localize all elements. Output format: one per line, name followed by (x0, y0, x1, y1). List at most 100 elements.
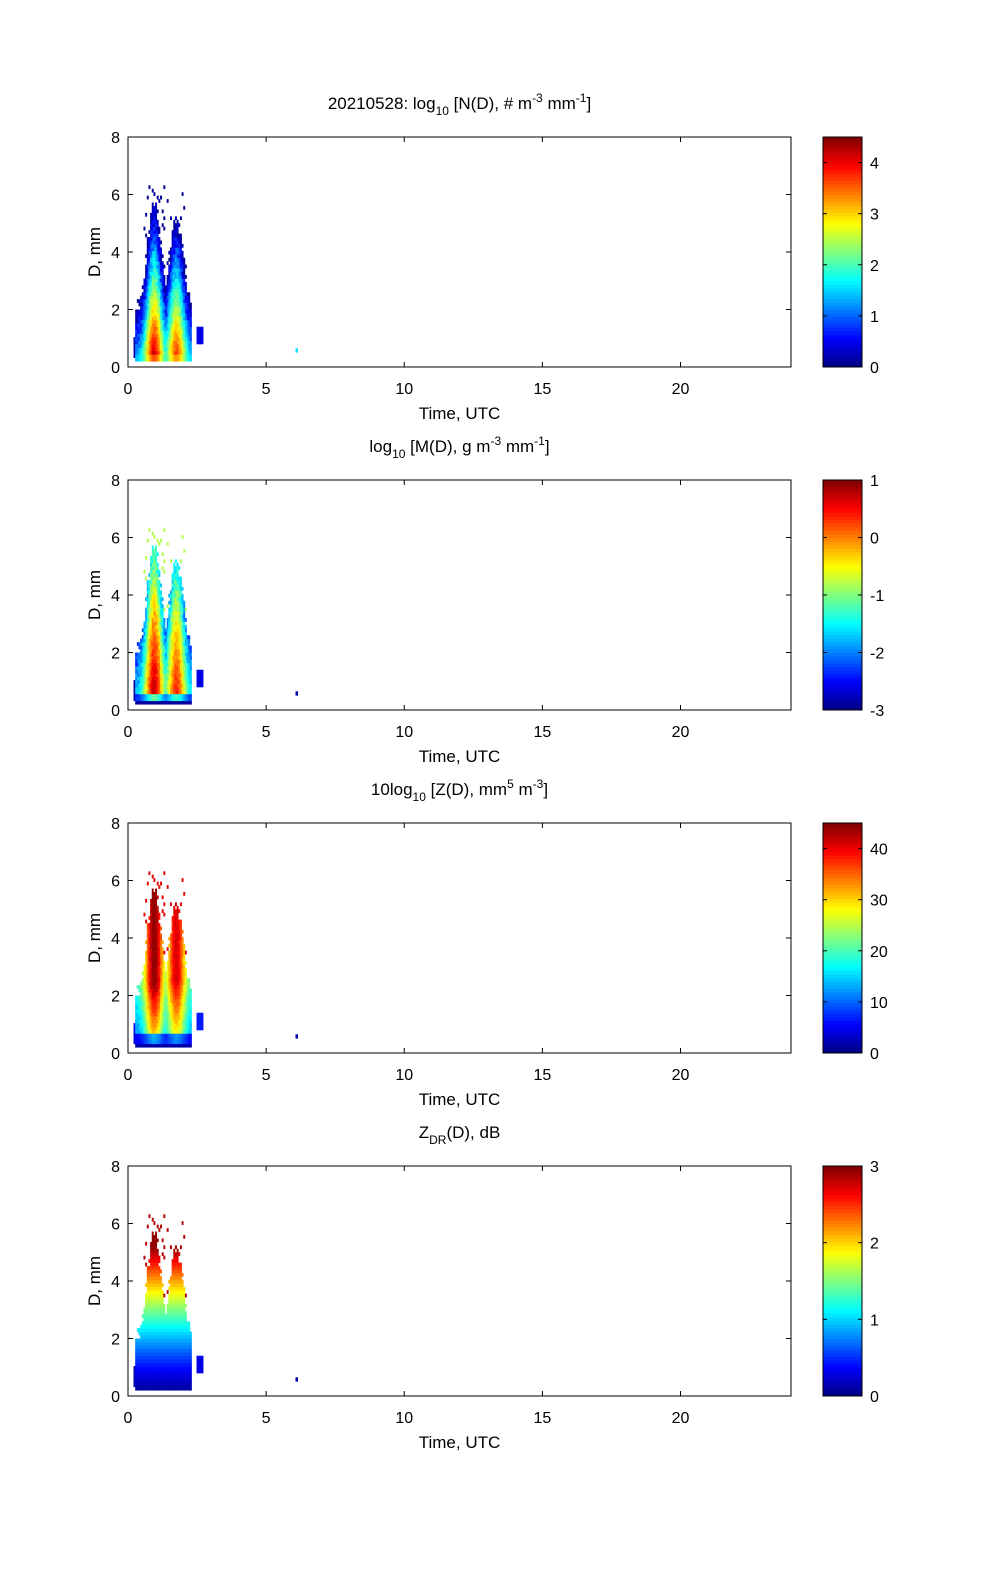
colorbar-segment (823, 702, 862, 707)
heatmap-cell (158, 1283, 161, 1288)
heatmap-cell (165, 1355, 167, 1360)
heatmap-cell (176, 1328, 179, 1332)
heatmap-cell (156, 683, 159, 688)
panel-1: 20210528: log10 [N(D), # m-3 mm-1]0 5 10 15… (85, 91, 879, 423)
heatmap-cell (178, 354, 181, 359)
heatmap-cell (146, 1376, 149, 1381)
heatmap-cell (158, 1310, 161, 1315)
heatmap-cell (140, 981, 143, 986)
heatmap-cell (188, 1376, 191, 1381)
heatmap-cell (155, 254, 158, 259)
heatmap-cell (141, 306, 144, 310)
heatmap-cell (155, 350, 158, 355)
heatmap-cell (150, 690, 153, 695)
heatmap-cell (150, 350, 153, 355)
heatmap-cell (156, 562, 159, 567)
heatmap-cell (153, 652, 156, 657)
heatmap-cell (150, 309, 153, 314)
heatmap-cell (176, 1252, 179, 1256)
heatmap-cell (179, 319, 182, 324)
heatmap-cell (176, 1036, 179, 1041)
heatmap-cell (176, 1352, 179, 1357)
heatmap-cell (173, 586, 176, 591)
heatmap-cell (156, 566, 159, 570)
heatmap-cell (141, 1324, 144, 1329)
heatmap-cell (186, 1328, 189, 1332)
heatmap-cell (179, 1026, 182, 1031)
heatmap-cell (188, 1040, 191, 1045)
heatmap-cell (163, 1019, 166, 1024)
heatmap-cell (161, 261, 164, 265)
heatmap-cell (133, 1383, 136, 1388)
heatmap-cell (171, 1331, 174, 1336)
heatmap-cell (178, 292, 181, 296)
heatmap-cell (153, 278, 156, 283)
heatmap-cell (150, 281, 153, 286)
heatmap-cell (151, 555, 154, 560)
panel-2: log10 [M(D), g m-3 mm-1]0 5 10 15 2002468Tim… (85, 434, 884, 766)
heatmap-cell (181, 1348, 184, 1353)
heatmap-cell (155, 628, 158, 633)
heatmap-cell (176, 950, 179, 955)
colorbar-segment (823, 147, 862, 152)
heatmap-cell (161, 611, 164, 615)
heatmap-cell (173, 950, 176, 955)
heatmap-cell (161, 669, 164, 674)
x-tick-label: 15 (533, 381, 551, 398)
heatmap-cell (160, 666, 163, 671)
heatmap-cell (174, 1279, 177, 1284)
heatmap-cell (174, 1376, 177, 1381)
heatmap-cell (158, 1300, 161, 1305)
heatmap-cell (171, 1373, 174, 1377)
colorbar-segment (823, 973, 862, 979)
heatmap-cell (161, 649, 164, 653)
heatmap-cell (136, 1019, 139, 1024)
heatmap-cell (136, 662, 139, 667)
heatmap-cell (179, 1036, 182, 1041)
heatmap-cell (151, 1338, 154, 1343)
heatmap-cell (160, 1307, 163, 1312)
heatmap-cell (184, 700, 187, 705)
heatmap-cell (186, 340, 189, 345)
heatmap-cell (173, 1026, 176, 1031)
heatmap-cell (145, 669, 148, 674)
heatmap-cell (143, 309, 146, 314)
heatmap-cell (163, 1314, 166, 1319)
heatmap-cell (155, 545, 158, 550)
heatmap-cell (171, 1023, 174, 1027)
heatmap-cell (150, 611, 153, 615)
heatmap-cell (146, 590, 149, 595)
heatmap-cell (158, 912, 161, 917)
heatmap-cell (156, 1373, 159, 1377)
heatmap-cell (186, 323, 189, 328)
heatmap-cell (168, 600, 171, 605)
heatmap-cell (179, 295, 182, 300)
heatmap-cell (138, 645, 141, 650)
heatmap-cell (179, 690, 182, 695)
heatmap-cell (168, 278, 171, 283)
heatmap-cell (153, 950, 156, 955)
heatmap-cell (148, 974, 151, 979)
heatmap-cell (171, 1348, 174, 1353)
heatmap-cell (168, 1345, 171, 1350)
heatmap-cell (141, 995, 144, 1000)
heatmap-cell (179, 992, 182, 996)
heatmap-cell (174, 693, 177, 698)
heatmap-cell (173, 285, 176, 290)
heatmap-cell (160, 687, 163, 691)
heatmap-cell (161, 1338, 164, 1343)
heatmap-cell (199, 669, 202, 674)
heatmap-cell (181, 978, 184, 982)
colorbar-segment (823, 1013, 862, 1018)
heatmap-cell (176, 700, 179, 705)
heatmap-cell (138, 1012, 141, 1017)
heatmap-cell (153, 628, 156, 633)
heatmap-cell (176, 1019, 179, 1024)
heatmap-cell (183, 1362, 186, 1367)
heatmap-cell (158, 1314, 161, 1319)
colorbar-segment (823, 530, 862, 535)
heatmap-cell (150, 1026, 153, 1031)
heatmap-cell (155, 1352, 158, 1357)
heatmap-cell (160, 1286, 163, 1291)
heatmap-cell (171, 683, 174, 688)
